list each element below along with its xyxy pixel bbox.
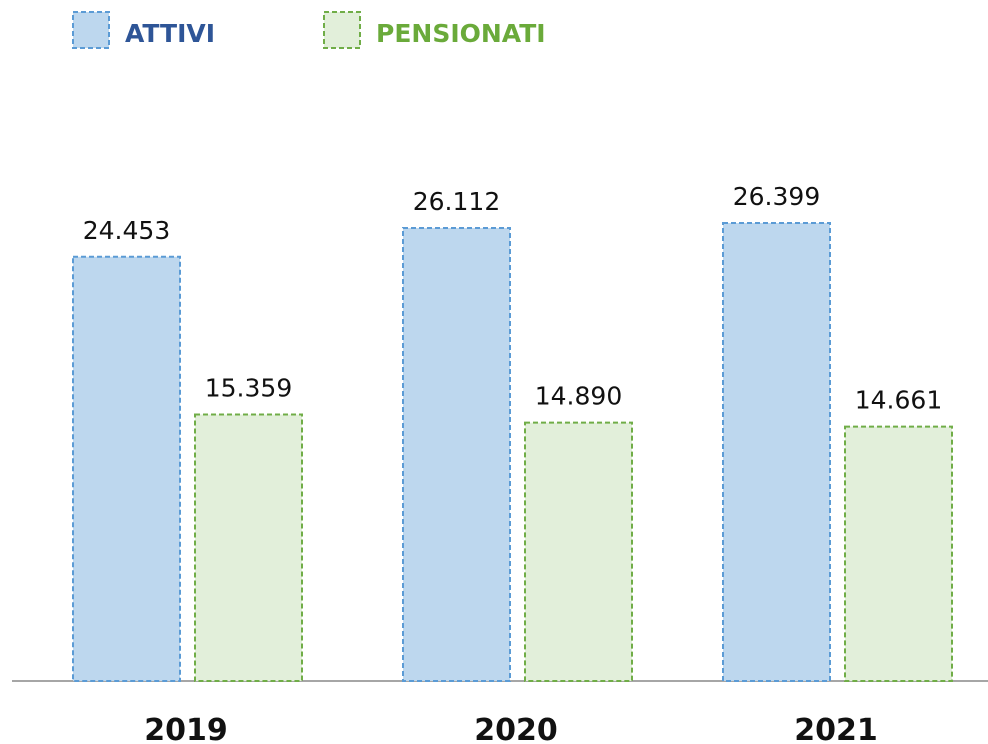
value-label: 26.112	[413, 187, 500, 216]
legend-label: ATTIVI	[125, 19, 215, 48]
x-tick-label: 2020	[474, 713, 558, 744]
x-tick-label: 2019	[144, 713, 228, 744]
value-label: 14.890	[535, 382, 622, 411]
bar	[72, 255, 181, 682]
value-label: 26.399	[733, 182, 820, 211]
bar	[722, 222, 831, 682]
x-tick-label: 2021	[794, 713, 878, 744]
legend-label: PENSIONATI	[376, 19, 546, 48]
value-label: 24.453	[83, 216, 170, 245]
bar	[844, 425, 953, 682]
legend-swatch	[323, 11, 361, 49]
bar	[524, 421, 633, 682]
value-label: 14.661	[855, 386, 942, 415]
legend-swatch	[72, 11, 110, 49]
bar	[194, 413, 303, 682]
value-label: 15.359	[205, 374, 292, 403]
bar	[402, 226, 511, 682]
